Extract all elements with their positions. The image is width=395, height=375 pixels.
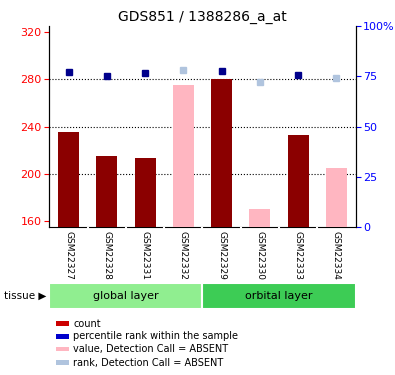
Text: value, Detection Call = ABSENT: value, Detection Call = ABSENT — [73, 344, 229, 354]
Text: GSM22329: GSM22329 — [217, 231, 226, 280]
Text: tissue ▶: tissue ▶ — [4, 291, 46, 301]
Text: GSM22331: GSM22331 — [141, 231, 150, 280]
Text: rank, Detection Call = ABSENT: rank, Detection Call = ABSENT — [73, 357, 224, 368]
Text: GSM22328: GSM22328 — [102, 231, 111, 280]
Bar — [96, 156, 117, 227]
Bar — [211, 80, 232, 227]
Bar — [56, 321, 69, 326]
Bar — [49, 283, 202, 309]
Bar — [56, 360, 69, 365]
Text: count: count — [73, 319, 101, 328]
Text: orbital layer: orbital layer — [245, 291, 313, 301]
Bar — [135, 158, 156, 227]
Text: GSM22334: GSM22334 — [332, 231, 341, 280]
Bar — [56, 347, 69, 351]
Text: GSM22327: GSM22327 — [64, 231, 73, 280]
Text: GSM22330: GSM22330 — [255, 231, 264, 280]
Text: global layer: global layer — [93, 291, 159, 301]
Text: GSM22332: GSM22332 — [179, 231, 188, 280]
Text: percentile rank within the sample: percentile rank within the sample — [73, 332, 239, 341]
Bar — [173, 85, 194, 227]
Bar — [202, 283, 356, 309]
Bar — [249, 209, 270, 227]
Bar — [326, 168, 347, 227]
Text: GSM22333: GSM22333 — [293, 231, 303, 280]
Title: GDS851 / 1388286_a_at: GDS851 / 1388286_a_at — [118, 10, 287, 24]
Bar — [58, 132, 79, 227]
Bar — [56, 334, 69, 339]
Bar — [288, 135, 308, 227]
